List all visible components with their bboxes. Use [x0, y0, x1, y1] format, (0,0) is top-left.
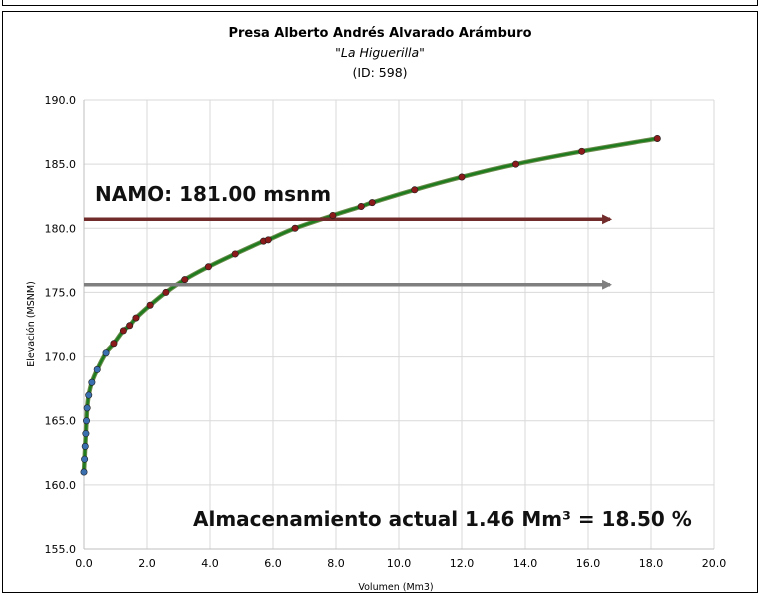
data-point-upper	[110, 340, 118, 348]
data-point-upper	[162, 288, 170, 296]
data-point-lower	[88, 378, 96, 386]
data-point-upper	[291, 224, 299, 232]
x-tick-label: 2.0	[138, 557, 156, 570]
chart-frame	[2, 11, 758, 593]
data-point-lower	[82, 430, 90, 438]
grid-lines	[83, 99, 715, 550]
data-point-upper	[458, 173, 466, 181]
reference-lines	[84, 214, 613, 290]
x-tick-label: 6.0	[264, 557, 282, 570]
data-points	[80, 134, 661, 476]
data-point-lower	[102, 349, 110, 357]
y-tick-label: 165.0	[45, 415, 77, 428]
data-point-upper	[264, 236, 272, 244]
x-tick-label: 8.0	[327, 557, 345, 570]
x-axis-label: Volumen (Mm3)	[358, 582, 433, 593]
data-point-lower	[83, 404, 91, 412]
namo-label: NAMO: 181.00 msnm	[95, 182, 331, 206]
chart-title: Presa Alberto Andrés Alvarado Arámburo	[228, 26, 531, 41]
x-tick-label: 12.0	[450, 557, 475, 570]
x-tick-label: 0.0	[75, 557, 93, 570]
data-point-upper	[132, 314, 140, 322]
x-tick-label: 18.0	[639, 557, 664, 570]
y-tick-label: 185.0	[45, 158, 77, 171]
y-tick-label: 190.0	[45, 94, 77, 107]
data-point-lower	[81, 442, 89, 450]
data-point-upper	[119, 327, 127, 335]
y-tick-label: 175.0	[45, 286, 77, 299]
data-point-upper	[368, 199, 376, 207]
data-point-upper	[411, 186, 419, 194]
data-point-upper	[578, 147, 586, 155]
data-point-lower	[85, 391, 93, 399]
storage-annotation: Almacenamiento actual 1.46 Mm³ = 18.50 %	[193, 507, 692, 531]
data-point-upper	[653, 134, 661, 142]
x-tick-label: 20.0	[702, 557, 727, 570]
data-point-lower	[80, 468, 88, 476]
data-point-lower	[81, 455, 89, 463]
data-point-lower	[83, 417, 91, 425]
y-tick-label: 180.0	[45, 222, 77, 235]
data-point-upper	[329, 211, 337, 219]
data-point-upper	[512, 160, 520, 168]
previous-panel-border	[2, 0, 758, 6]
data-point-upper	[231, 250, 239, 258]
x-tick-label: 14.0	[513, 557, 538, 570]
data-point-upper	[146, 301, 154, 309]
x-tick-label: 16.0	[576, 557, 601, 570]
x-tick-labels: 0.0 2.0 4.0 6.0 8.0 10.0 12.0 14.0 16.0 18.0 20.0	[75, 557, 726, 570]
data-point-lower	[93, 365, 101, 373]
chart-subtitle: "La Higuerilla"	[335, 45, 425, 60]
x-tick-label: 10.0	[387, 557, 412, 570]
x-tick-label: 4.0	[201, 557, 219, 570]
y-tick-label: 160.0	[45, 479, 77, 492]
y-tick-label: 170.0	[45, 351, 77, 364]
data-point-upper	[357, 202, 365, 210]
y-tick-label: 155.0	[45, 543, 77, 556]
data-point-upper	[126, 322, 134, 330]
chart-id-label: (ID: 598)	[352, 65, 407, 80]
data-point-upper	[204, 263, 212, 271]
y-axis-label: Elevación (MSNM)	[26, 281, 37, 367]
data-point-upper	[181, 276, 189, 284]
y-tick-labels: 155.0 160.0 165.0 170.0 175.0 180.0 185.0 190.0	[45, 94, 77, 556]
